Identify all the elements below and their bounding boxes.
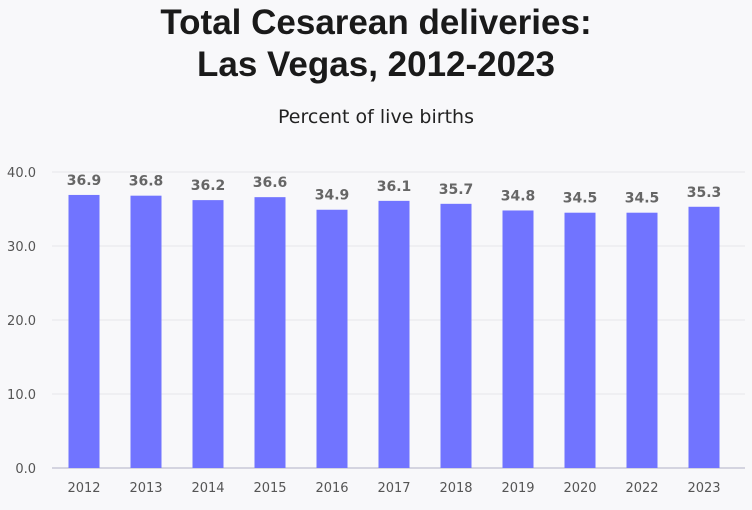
y-tick-label: 0.0 [15,462,36,477]
y-tick-label: 40.0 [7,166,36,181]
y-tick-label: 20.0 [7,314,36,329]
chart-subtitle: Percent of live births [278,106,474,128]
x-tick-label: 2012 [67,481,100,496]
x-tick-label: 2019 [501,481,534,496]
data-label: 34.9 [315,188,350,204]
bar [316,209,348,469]
data-label: 35.7 [439,182,474,198]
x-tick-label: 2023 [687,481,720,496]
bar [68,194,100,468]
x-tick-label: 2014 [191,481,224,496]
x-tick-label: 2022 [625,481,658,496]
x-tick-label: 2016 [315,481,348,496]
data-label: 35.3 [687,185,722,201]
data-label: 36.6 [253,175,288,191]
bar [626,212,658,468]
bar [688,206,720,468]
bar [564,212,596,468]
x-tick-label: 2020 [563,481,596,496]
bar [502,210,534,469]
bar [440,203,472,468]
y-tick-label: 30.0 [7,240,36,255]
data-label: 36.8 [129,174,164,190]
bar [254,197,286,468]
x-tick-label: 2015 [253,481,286,496]
data-label: 34.5 [563,191,598,207]
chart-title-line-1: Total Cesarean deliveries: [160,3,592,42]
data-label: 36.9 [67,173,102,189]
data-label: 34.8 [501,188,536,204]
chart-title-line-2: Las Vegas, 2012-2023 [196,45,556,84]
x-tick-label: 2018 [439,481,472,496]
x-tick-label: 2017 [377,481,410,496]
bar [378,200,410,469]
bar [130,195,162,468]
chart-title: Total Cesarean deliveries: Las Vegas, 20… [0,0,752,86]
x-tick-label: 2013 [129,481,162,496]
data-label: 36.2 [191,178,226,194]
bar [192,200,224,468]
data-label: 36.1 [377,179,412,195]
y-tick-label: 10.0 [7,388,36,403]
data-label: 34.5 [625,191,660,207]
